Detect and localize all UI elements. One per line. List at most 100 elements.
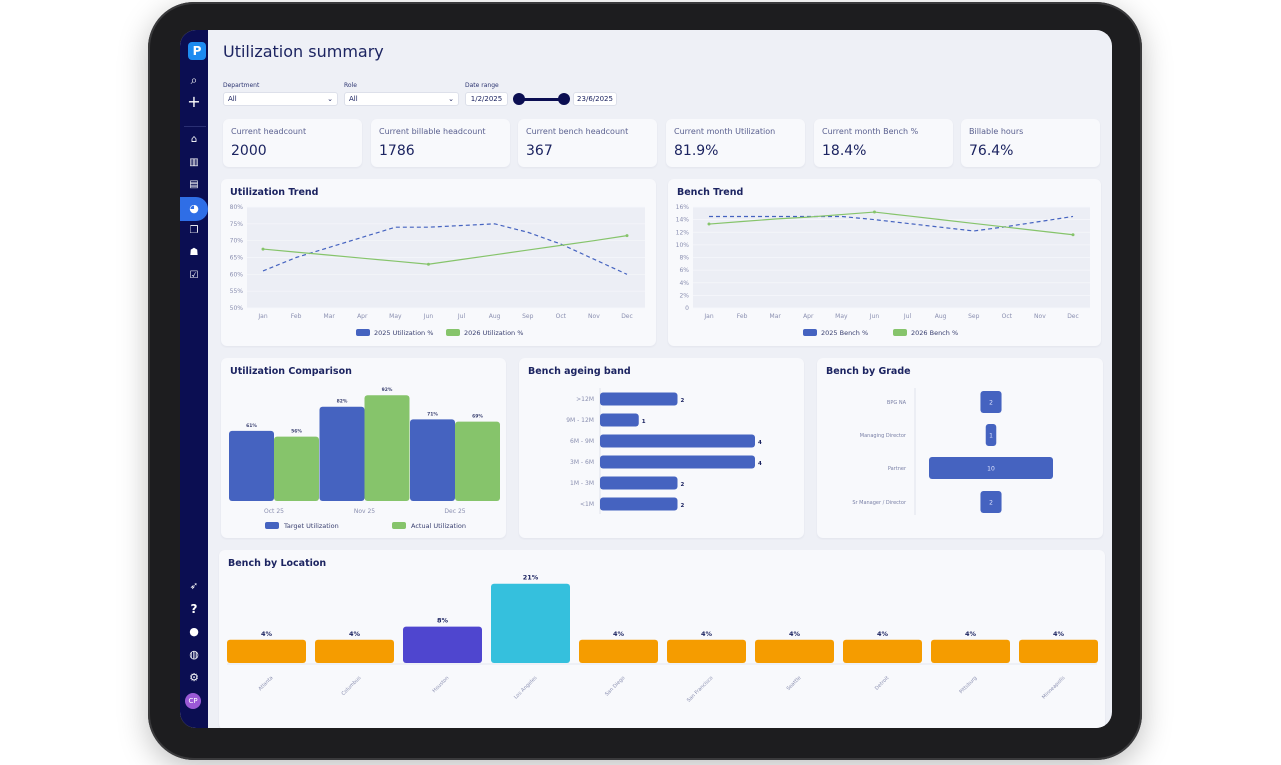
bench-trend-card: Bench Trend 16% 14% 12% 10% 8% 6% 4% 2% 0 Jan Feb M… bbox=[668, 179, 1101, 346]
bar bbox=[455, 421, 500, 501]
y-tick-label: Partner bbox=[888, 466, 907, 472]
date-range-slider-track[interactable] bbox=[517, 98, 563, 101]
chat-icon[interactable]: ● bbox=[189, 625, 199, 638]
x-tick-label: Houston bbox=[431, 675, 450, 694]
x-tick-label: Oct bbox=[556, 313, 567, 320]
x-tick-label: Aug bbox=[489, 313, 501, 320]
plus-icon[interactable]: + bbox=[187, 92, 201, 111]
x-tick-label: Aug bbox=[935, 313, 947, 320]
kpi-value: 76.4% bbox=[969, 143, 1014, 159]
x-tick-label: Atlanta bbox=[257, 675, 274, 692]
date-end-input[interactable]: 23/6/2025 bbox=[573, 92, 617, 106]
kpi-value: 18.4% bbox=[822, 143, 867, 159]
bar bbox=[600, 476, 678, 490]
x-tick-label: Columbus bbox=[341, 675, 363, 697]
y-tick-label: 70% bbox=[230, 238, 244, 245]
globe-icon[interactable]: ◍ bbox=[189, 648, 199, 661]
help-icon[interactable]: ? bbox=[190, 602, 198, 616]
kpi-value: 1786 bbox=[379, 143, 415, 159]
legend-swatch bbox=[356, 329, 370, 336]
chart-title: Bench by Grade bbox=[826, 366, 911, 377]
team-icon[interactable]: ☗ bbox=[189, 247, 199, 258]
legend-swatch bbox=[265, 522, 279, 529]
x-tick-label: May bbox=[389, 313, 402, 320]
x-tick-label: Jul bbox=[903, 313, 912, 320]
date-range-end-handle[interactable] bbox=[558, 93, 570, 105]
documents-icon[interactable]: ❐ bbox=[189, 225, 199, 236]
y-tick-label: 12% bbox=[676, 229, 690, 236]
settings-icon[interactable]: ⚙ bbox=[189, 671, 199, 684]
store-icon[interactable]: ⌂ bbox=[190, 134, 198, 145]
x-tick-label: Jul bbox=[457, 313, 466, 320]
y-tick-label: 10% bbox=[676, 242, 690, 249]
y-tick-label: 16% bbox=[676, 204, 690, 211]
x-tick-label: Sep bbox=[968, 313, 980, 320]
kpi-card: Current headcount 2000 bbox=[223, 119, 362, 167]
x-tick-label: Mar bbox=[324, 313, 336, 320]
sidebar-divider bbox=[184, 126, 206, 127]
pie-chart-icon[interactable]: ◕ bbox=[189, 202, 199, 215]
bench-trend-chart: 16% 14% 12% 10% 8% 6% 4% 2% 0 Jan Feb Mar Apr May Jun J… bbox=[676, 204, 1090, 337]
kpi-card: Billable hours 76.4% bbox=[961, 119, 1100, 167]
x-tick-label: Oct 25 bbox=[264, 508, 284, 515]
bar-label: 1 bbox=[642, 419, 646, 425]
role-select[interactable]: All ⌄ bbox=[344, 92, 459, 106]
bar bbox=[600, 455, 755, 469]
department-label: Department bbox=[223, 82, 260, 89]
date-start-input[interactable]: 1/2/2025 bbox=[465, 92, 508, 106]
app-logo[interactable]: P bbox=[188, 42, 206, 60]
bar bbox=[667, 639, 746, 663]
bench-location-chart: 4% Atlanta 4% Columbus 8% Houston 21% Los Angel… bbox=[227, 574, 1098, 704]
y-tick-label: BPG NA bbox=[887, 400, 907, 406]
kpi-card: Current bench headcount 367 bbox=[518, 119, 657, 167]
bar-label: 4% bbox=[965, 630, 977, 638]
chart-title: Utilization Comparison bbox=[230, 366, 352, 377]
department-select[interactable]: All ⌄ bbox=[223, 92, 338, 106]
search-icon[interactable]: ⌕ bbox=[190, 73, 198, 87]
y-tick-label: 6M - 9M bbox=[570, 438, 594, 445]
x-tick-label: Feb bbox=[737, 313, 748, 320]
bar bbox=[600, 392, 678, 406]
y-tick-label: >12M bbox=[576, 396, 594, 403]
bar bbox=[227, 639, 306, 663]
legend-swatch bbox=[803, 329, 817, 336]
user-avatar[interactable]: CP bbox=[185, 693, 201, 709]
bar-label: 1 bbox=[989, 433, 993, 440]
bar bbox=[931, 639, 1010, 663]
book-icon[interactable]: ▥ bbox=[189, 157, 199, 168]
x-tick-label: Jun bbox=[423, 313, 434, 320]
bar-label: 69% bbox=[472, 414, 483, 420]
y-tick-label: 75% bbox=[230, 221, 244, 228]
x-tick-label: Nov bbox=[588, 313, 600, 320]
y-tick-label: 14% bbox=[676, 217, 690, 224]
bar-label: 71% bbox=[427, 411, 438, 417]
x-tick-label: Apr bbox=[803, 313, 814, 320]
bench-grade-card: Bench by Grade BPG NA 2 Managing Director 1… bbox=[817, 358, 1103, 538]
y-tick-label: 9M - 12M bbox=[566, 417, 594, 424]
x-tick-label: Dec 25 bbox=[444, 508, 465, 515]
report-icon[interactable]: ▤ bbox=[189, 179, 199, 190]
series-line-2025 bbox=[262, 223, 628, 275]
y-tick-label: 1M - 3M bbox=[570, 480, 594, 487]
y-tick-label: 60% bbox=[230, 271, 244, 278]
kpi-card: Current month Bench % 18.4% bbox=[814, 119, 953, 167]
chart-title: Bench by Location bbox=[228, 558, 327, 569]
bar-label: 2 bbox=[681, 398, 685, 404]
date-range-start-handle[interactable] bbox=[513, 93, 525, 105]
x-tick-label: Nov bbox=[1034, 313, 1046, 320]
legend-label: Actual Utilization bbox=[411, 522, 466, 530]
legend-swatch bbox=[893, 329, 907, 336]
sidebar: P ⌕ + ⌂ ▥ ▤ ◕ ❐ ☗ ☑ ➶ ? ● ◍ ⚙ CP bbox=[180, 30, 208, 728]
x-tick-label: Seattle bbox=[786, 675, 803, 692]
chart-title: Utilization Trend bbox=[230, 187, 319, 198]
role-value: All bbox=[349, 95, 358, 103]
x-tick-label: Dec bbox=[621, 313, 633, 320]
bar-label: 4% bbox=[877, 630, 889, 638]
x-tick-label: San Francisco bbox=[686, 675, 715, 704]
calendar-check-icon[interactable]: ☑ bbox=[189, 270, 199, 281]
bench-grade-chart: BPG NA 2 Managing Director 1 Partner 10 Sr Man… bbox=[852, 388, 1053, 515]
x-tick-label: Feb bbox=[291, 313, 302, 320]
bar-label: 82% bbox=[337, 399, 348, 405]
legend-label: 2026 Bench % bbox=[911, 329, 958, 337]
rocket-icon[interactable]: ➶ bbox=[189, 581, 199, 592]
